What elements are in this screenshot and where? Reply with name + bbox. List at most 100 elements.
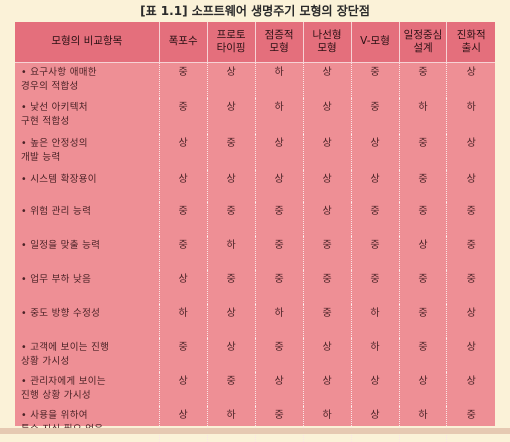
rating-cell: 하 [398, 406, 447, 442]
rating-cell: 상 [206, 170, 256, 202]
row-criterion: • 고객에 보이는 진행 상황 가시성 [21, 342, 110, 367]
rating-cell: 중 [446, 202, 495, 236]
rating-cell: 상 [446, 62, 495, 98]
rating-cell: 상 [206, 98, 256, 134]
rating-cell: 하 [254, 304, 304, 338]
rating-cell: 하 [398, 98, 447, 134]
row-criterion: • 관리자에게 보이는 진행 상황 가시성 [21, 376, 106, 401]
rating-cell: 상 [254, 134, 304, 170]
table-row: • 업무 부하 낮음 상 중 중 중 중 중 중 [15, 270, 495, 304]
rating-cell: 중 [254, 202, 304, 236]
rating-cell: 중 [398, 304, 447, 338]
rating-cell: 상 [254, 372, 304, 406]
table-row: • 사용을 위하여 특수 지식 필요 없음상하중하상하중 [15, 406, 495, 442]
rating-cell: 중 [158, 62, 208, 98]
table-header-row: 모형의 비교항목 폭포수 프로토 타이핑 점증적 모형 나선형 모형 V-모형 … [15, 22, 495, 63]
rating-cell: 중 [302, 236, 352, 270]
rating-cell: 상 [350, 372, 399, 406]
rating-cell: 상 [302, 202, 352, 236]
rating-cell: 중 [158, 236, 208, 270]
rating-cell: 중 [398, 270, 447, 304]
rating-cell: 상 [398, 372, 447, 406]
rating-cell: 중 [446, 236, 495, 270]
rating-cell: 중 [350, 202, 399, 236]
rating-cell: 중 [302, 304, 352, 338]
rating-cell: 중 [350, 270, 399, 304]
rating-cell: 상 [350, 406, 399, 442]
table-row: • 중도 방향 수정성 하 상 하 중 하 중 상 [15, 304, 495, 338]
rating-cell: 중 [446, 270, 495, 304]
rating-cell: 상 [302, 62, 352, 98]
table-row: • 높은 안정성의 개발 능력 상 중 상 상 상 중 상 [15, 134, 495, 170]
lifecycle-comparison-table: 모형의 비교항목 폭포수 프로토 타이핑 점증적 모형 나선형 모형 V-모형 … [15, 22, 495, 442]
table-row: • 시스템 확장용이 상 상 상 상 상 중 상 [15, 170, 495, 202]
rating-cell: 중 [254, 406, 304, 442]
rating-cell: 상 [302, 170, 352, 202]
row-criterion: • 업무 부하 낮음 [21, 274, 92, 285]
rating-cell: 상 [158, 270, 208, 304]
rating-cell: 중 [398, 134, 447, 170]
rating-cell: 중 [350, 98, 399, 134]
rating-cell: 중 [158, 98, 208, 134]
row-criterion: • 높은 안정성의 개발 능력 [21, 138, 88, 163]
rating-cell: 상 [302, 98, 352, 134]
header-schedule-driven: 일정중심 설계 [398, 22, 447, 63]
rating-cell: 중 [158, 338, 208, 372]
table-row: • 요구사항 애매한 경우의 적합성 중 상 하 상 중 중 상 [15, 62, 495, 98]
rating-cell: 하 [350, 304, 399, 338]
rating-cell: 중 [158, 202, 208, 236]
row-criterion: • 요구사항 애매한 경우의 적합성 [21, 66, 97, 92]
header-evolutionary: 진화적 출시 [446, 22, 495, 63]
rating-cell: 상 [350, 134, 399, 170]
rating-cell: 상 [158, 372, 208, 406]
rating-cell: 상 [446, 338, 495, 372]
rating-cell: 상 [206, 304, 256, 338]
rating-cell: 중 [206, 270, 256, 304]
header-spiral: 나선형 모형 [302, 22, 352, 63]
rating-cell: 중 [254, 270, 304, 304]
table-caption: [표 1.1] 소프트웨어 생명주기 모형의 장단점 [140, 4, 370, 18]
rating-cell: 중 [398, 338, 447, 372]
rating-cell: 상 [254, 170, 304, 202]
rating-cell: 하 [158, 304, 208, 338]
rating-cell: 하 [254, 62, 304, 98]
rating-cell: 상 [206, 62, 256, 98]
rating-cell: 중 [398, 62, 447, 98]
rating-cell: 중 [206, 372, 256, 406]
rating-cell: 상 [446, 304, 495, 338]
rating-cell: 중 [350, 236, 399, 270]
table-row: • 관리자에게 보이는 진행 상황 가시성 상 중 상 상 상 상 상 [15, 372, 495, 406]
rating-cell: 상 [158, 406, 208, 442]
rating-cell: 상 [446, 170, 495, 202]
header-incremental: 점증적 모형 [254, 22, 304, 63]
rating-cell: 하 [302, 406, 352, 442]
rating-cell: 중 [254, 338, 304, 372]
rating-cell: 하 [446, 98, 495, 134]
rating-cell: 상 [446, 372, 495, 406]
rating-cell: 상 [302, 372, 352, 406]
row-criterion: • 위험 관리 능력 [21, 206, 92, 217]
rating-cell: 중 [254, 236, 304, 270]
rating-cell: 중 [206, 134, 256, 170]
rating-cell: 하 [206, 236, 256, 270]
rating-cell: 상 [158, 134, 208, 170]
rating-cell: 하 [206, 406, 256, 442]
header-v-model: V-모형 [350, 22, 399, 63]
row-criterion: • 일정을 맞출 능력 [21, 240, 101, 251]
rating-cell: 중 [302, 270, 352, 304]
row-criterion: • 시스템 확장용이 [21, 174, 97, 185]
header-criteria: 모형의 비교항목 [15, 22, 160, 63]
rating-cell: 상 [302, 338, 352, 372]
rating-cell: 상 [398, 236, 447, 270]
comparison-table-container: 모형의 비교항목 폭포수 프로토 타이핑 점증적 모형 나선형 모형 V-모형 … [15, 22, 495, 442]
table-row: • 위험 관리 능력 중 중 중 상 중 중 중 [15, 202, 495, 236]
page-bottom-rule [0, 428, 510, 434]
header-waterfall: 폭포수 [158, 22, 208, 63]
rating-cell: 상 [350, 170, 399, 202]
rating-cell: 상 [158, 170, 208, 202]
rating-cell: 중 [398, 202, 447, 236]
table-row: • 고객에 보이는 진행 상황 가시성 중 상 중 상 하 중 상 [15, 338, 495, 372]
row-criterion: • 낯선 아키텍처 구현 적합성 [21, 102, 88, 127]
row-criterion: • 중도 방향 수정성 [21, 308, 101, 319]
rating-cell: 중 [398, 170, 447, 202]
